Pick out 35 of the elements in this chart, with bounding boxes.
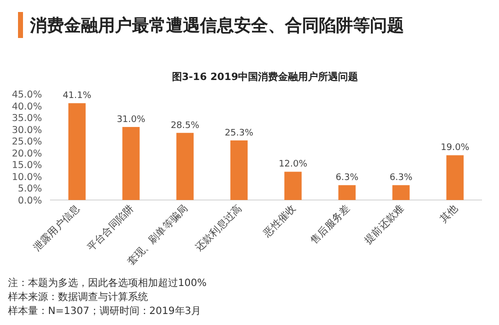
data-label: 6.3%: [336, 173, 359, 184]
chart-subtitle: 图3-16 2019中国消费金融用户所遇问题: [172, 71, 358, 83]
data-label: 28.5%: [170, 120, 200, 131]
data-label: 41.1%: [62, 91, 92, 102]
bar: [392, 185, 410, 200]
x-tick-label: 售后服务差: [308, 202, 352, 246]
text: 注：本题为多选，因此各选项相加超过100%: [8, 277, 207, 289]
data-label: 25.3%: [224, 128, 254, 138]
bar: [284, 172, 302, 200]
bar: [338, 185, 356, 200]
x-tick-label: 恶性催收: [260, 202, 298, 240]
data-label: 19.0%: [440, 143, 470, 154]
bar: [122, 126, 140, 200]
data-label: 6.3%: [390, 173, 413, 184]
text: 样本量：N=1307；调研时间：2019年3月: [8, 305, 202, 317]
text: 样本来源：数据调查与计算系统: [8, 291, 148, 303]
data-label: 12.0%: [278, 160, 308, 170]
x-tick-label: 提前还款难: [362, 202, 406, 246]
x-tick-label: 其他: [437, 202, 460, 226]
y-tick-label: 35.0%: [12, 113, 42, 124]
x-tick-label: 还款利息过高: [193, 202, 244, 254]
y-tick-label: 40.0%: [12, 101, 42, 112]
bar: [230, 140, 248, 200]
y-tick-label: 15.0%: [12, 160, 42, 172]
y-tick-label: 20.0%: [12, 148, 42, 160]
bar: [446, 155, 464, 200]
data-label: 31.0%: [116, 114, 146, 125]
y-tick-label: 25.0%: [12, 136, 42, 148]
bar: [176, 132, 194, 200]
chart-title: 消费金融用户最常遭遇信息安全、合同陷阱等问题: [29, 16, 404, 36]
y-tick-label: 45.0%: [12, 90, 42, 100]
y-tick-label: 30.0%: [12, 124, 42, 136]
y-tick-label: 10.0%: [12, 172, 42, 183]
bar: [68, 103, 86, 200]
y-tick-label: 5.0%: [18, 184, 42, 195]
